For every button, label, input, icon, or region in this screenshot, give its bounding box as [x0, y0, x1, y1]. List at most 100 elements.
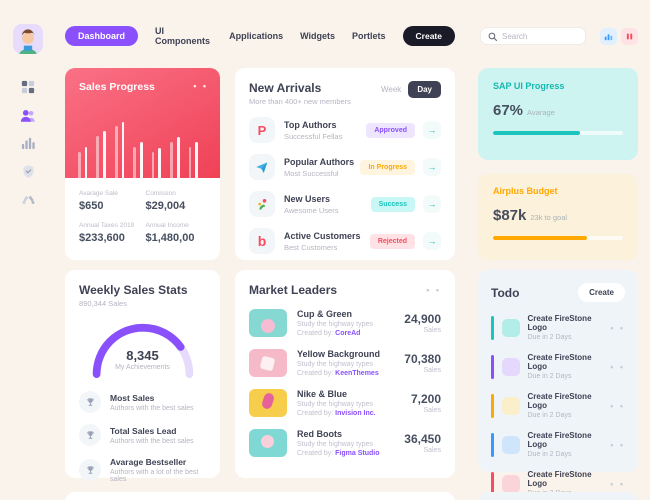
- sales-value: 24,900 Sales: [404, 312, 441, 334]
- trophy-icon: [79, 391, 101, 413]
- p-logo-icon: P: [249, 117, 275, 143]
- trophy-icon: [79, 459, 101, 481]
- todo-item-menu[interactable]: • •: [610, 322, 625, 333]
- arrival-row-new-users: New Users Awesome Users Success →: [249, 191, 441, 217]
- stat-annual-income: Annual Income $1,480,00: [145, 222, 195, 244]
- todo-item-menu[interactable]: • •: [610, 361, 625, 372]
- sales-progress-bars: [78, 114, 207, 178]
- product-thumbnail: [249, 309, 287, 337]
- toggle-week[interactable]: Week: [381, 85, 402, 94]
- tab-portlets[interactable]: Portlets: [352, 31, 386, 41]
- tab-dashboard[interactable]: Dashboard: [65, 26, 139, 46]
- market-row-yellow-background: Yellow Background Study the highway type…: [249, 349, 441, 377]
- partial-card-bottom: [65, 492, 455, 500]
- product-thumbnail: [249, 349, 287, 377]
- avatar-illustration: [13, 24, 43, 54]
- sap-value: 67% Avarage: [493, 102, 555, 119]
- status-badge: Rejected: [369, 233, 415, 249]
- weekly-item-most-sales: Most Sales Authors with the best sales: [79, 391, 206, 413]
- weekly-item-avarage-bestseller: Avarage Bestseller Authors with a lot of…: [79, 457, 206, 483]
- week-day-toggle: Week Day: [381, 81, 441, 98]
- market-row-nike-blue: Nike & Blue Study the highway types Crea…: [249, 389, 441, 417]
- stat-average-sale: Avarage Sale $650: [79, 190, 118, 212]
- tab-applications[interactable]: Applications: [229, 31, 284, 41]
- achievements-gauge: 8,345 My Achievements: [85, 318, 201, 380]
- todo-color-square: [501, 435, 520, 454]
- todo-item: Create FireStone Logo Due in 2 Days • •: [491, 353, 625, 380]
- sap-progress-bar: [493, 131, 623, 135]
- sales-progress-chart-area: Sales Progress • •: [65, 68, 220, 178]
- airplus-value: $87k 23k to goal: [493, 207, 568, 224]
- todo-color-bar: [491, 471, 494, 496]
- user-avatar[interactable]: [13, 24, 43, 54]
- pause-quick-button[interactable]: [621, 27, 638, 45]
- arrival-arrow-button[interactable]: →: [423, 232, 441, 250]
- arrival-row-popular-authors: Popular Authors Most Successful In Progr…: [249, 154, 441, 180]
- stat-annual-taxes: Annual Taxes 2019 $233,600: [79, 222, 135, 244]
- status-badge: Success: [370, 196, 415, 212]
- sap-ui-progress-card: SAP UI Progress 67% Avarage: [478, 68, 638, 160]
- create-button[interactable]: Create: [402, 26, 455, 46]
- users-icon[interactable]: [20, 107, 36, 123]
- sales-value: 70,380 Sales: [404, 352, 441, 374]
- author-link[interactable]: Invision Inc.: [335, 410, 376, 417]
- todo-item: Create FireStone Logo Due in 2 Days • •: [491, 314, 625, 341]
- figure-logo-icon: [249, 191, 275, 217]
- new-arrivals-heading: New Arrivals More than 400+ new members: [249, 81, 351, 106]
- weekly-sales-stats-card: Weekly Sales Stats 890,344 Sales 8,345 M…: [65, 270, 220, 483]
- author-link[interactable]: CoreAd: [335, 330, 361, 337]
- arrival-arrow-button[interactable]: →: [423, 121, 441, 139]
- search-row: [480, 27, 638, 45]
- todo-item-menu[interactable]: • •: [610, 400, 625, 411]
- search-box[interactable]: [480, 27, 586, 45]
- search-input[interactable]: [502, 31, 572, 41]
- todo-color-square: [501, 396, 520, 415]
- todo-color-bar: [491, 315, 494, 340]
- airplus-progress-bar: [493, 236, 623, 240]
- telegram-plane-icon: [249, 154, 275, 180]
- todo-item-menu[interactable]: • •: [610, 478, 625, 489]
- stat-comission: Comission $29,004: [145, 190, 186, 212]
- sales-progress-menu[interactable]: • •: [193, 81, 208, 91]
- sidebar: [0, 0, 56, 500]
- arrival-arrow-button[interactable]: →: [423, 158, 441, 176]
- market-row-red-boots: Red Boots Study the highway types Create…: [249, 429, 441, 457]
- new-arrivals-card: New Arrivals More than 400+ new members …: [235, 68, 455, 260]
- product-thumbnail: [249, 429, 287, 457]
- hands-icon[interactable]: [20, 191, 36, 207]
- tab-ui-components[interactable]: UI Components: [155, 26, 211, 46]
- product-thumbnail: [249, 389, 287, 417]
- todo-create-button[interactable]: Create: [578, 283, 625, 302]
- market-leaders-menu[interactable]: • •: [426, 285, 441, 295]
- status-badge: Approved: [366, 122, 415, 138]
- b-logo-icon: b: [249, 228, 275, 254]
- airplus-budget-card: Airplus Budget $87k 23k to goal: [478, 174, 638, 260]
- todo-card: Todo Create Create FireStone Logo Due in…: [478, 270, 638, 497]
- mini-bar-chart-icon: [604, 33, 613, 40]
- grid-icon[interactable]: [20, 79, 36, 95]
- pause-icon: [626, 33, 633, 39]
- todo-color-bar: [491, 432, 494, 457]
- arrival-row-top-authors: P Top Authors Successful Fellas Approved…: [249, 117, 441, 143]
- chart-quick-button[interactable]: [600, 27, 617, 45]
- arrival-arrow-button[interactable]: →: [423, 195, 441, 213]
- todo-color-bar: [491, 354, 494, 379]
- author-link[interactable]: Figma Studio: [335, 450, 380, 457]
- author-link[interactable]: KeenThemes: [335, 370, 379, 377]
- shield-check-icon[interactable]: [20, 163, 36, 179]
- sales-progress-title: Sales Progress: [79, 81, 155, 93]
- todo-color-bar: [491, 393, 494, 418]
- todo-item-menu[interactable]: • •: [610, 439, 625, 450]
- partial-card-bottom-right: [478, 492, 638, 500]
- market-row-cup-green: Cup & Green Study the highway types Crea…: [249, 309, 441, 337]
- sales-progress-card: Sales Progress • • Avarage Sale $650 Com…: [65, 68, 220, 260]
- tab-widgets[interactable]: Widgets: [300, 31, 336, 41]
- todo-color-square: [501, 357, 520, 376]
- trophy-icon: [79, 424, 101, 446]
- market-leaders-card: Market Leaders • • Cup & Green Study the…: [235, 270, 455, 478]
- bar-chart-icon[interactable]: [20, 135, 36, 151]
- todo-color-square: [501, 474, 520, 493]
- toggle-day[interactable]: Day: [408, 81, 441, 98]
- weekly-item-total-sales-lead: Total Sales Lead Authors with the best s…: [79, 424, 206, 446]
